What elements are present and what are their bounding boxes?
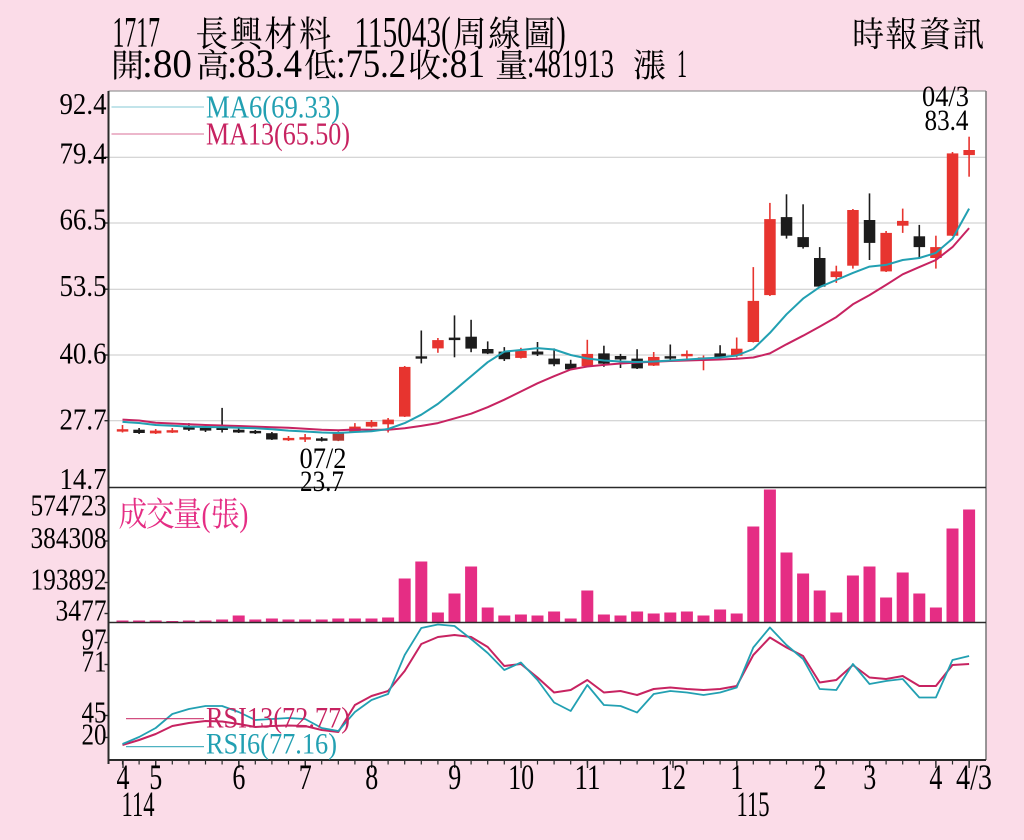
svg-text:7: 7 bbox=[299, 757, 312, 797]
svg-text:3: 3 bbox=[863, 757, 876, 797]
svg-text:45: 45 bbox=[82, 695, 107, 730]
svg-text:2: 2 bbox=[813, 757, 826, 797]
svg-text:115043(: 115043( bbox=[355, 10, 451, 57]
svg-text:MA6(69.33): MA6(69.33) bbox=[206, 89, 340, 125]
svg-text:10: 10 bbox=[508, 757, 534, 797]
svg-text:12: 12 bbox=[660, 757, 686, 797]
svg-text:3477: 3477 bbox=[56, 593, 107, 628]
svg-text:RSI13(72.77): RSI13(72.77) bbox=[206, 702, 350, 735]
svg-text:4: 4 bbox=[117, 757, 130, 797]
svg-text:6: 6 bbox=[232, 757, 245, 797]
svg-text:97: 97 bbox=[82, 622, 107, 657]
svg-text:1717: 1717 bbox=[113, 10, 161, 57]
svg-text:1: 1 bbox=[730, 757, 743, 797]
svg-text:11: 11 bbox=[575, 757, 601, 797]
svg-text:07/2: 07/2 bbox=[300, 442, 347, 475]
svg-text::75.2: :75.2 bbox=[336, 41, 406, 86]
svg-text:114: 114 bbox=[122, 784, 155, 824]
svg-text:9: 9 bbox=[448, 757, 461, 797]
svg-text:574723: 574723 bbox=[31, 488, 107, 523]
svg-text:04/3: 04/3 bbox=[922, 80, 969, 113]
svg-text:115: 115 bbox=[737, 784, 770, 824]
svg-text:8: 8 bbox=[365, 757, 378, 797]
svg-text:71: 71 bbox=[82, 644, 107, 679]
svg-text:RSI6(77.16): RSI6(77.16) bbox=[206, 728, 337, 761]
svg-text:4: 4 bbox=[929, 757, 942, 797]
svg-text:(: ( bbox=[202, 497, 211, 534]
svg-text:53.5: 53.5 bbox=[60, 268, 107, 303]
svg-text:): ) bbox=[556, 10, 566, 57]
svg-text::81: :81 bbox=[440, 41, 485, 86]
svg-text:20: 20 bbox=[82, 717, 107, 752]
svg-text:14.7: 14.7 bbox=[60, 461, 107, 496]
svg-text:4/3: 4/3 bbox=[956, 757, 992, 797]
svg-text:23.7: 23.7 bbox=[300, 465, 344, 498]
svg-text:5: 5 bbox=[149, 757, 162, 797]
svg-text:384308: 384308 bbox=[31, 520, 107, 555]
svg-text:79.4: 79.4 bbox=[60, 136, 107, 171]
svg-text:92.4: 92.4 bbox=[60, 86, 107, 121]
svg-text:66.5: 66.5 bbox=[60, 202, 107, 237]
svg-text:27.7: 27.7 bbox=[60, 402, 107, 437]
svg-text::80: :80 bbox=[142, 41, 192, 86]
svg-text:40.6: 40.6 bbox=[60, 336, 107, 371]
svg-text:): ) bbox=[239, 497, 248, 534]
svg-text::83.4: :83.4 bbox=[227, 41, 302, 86]
svg-text:1: 1 bbox=[677, 41, 687, 86]
svg-text:83.4: 83.4 bbox=[925, 104, 969, 137]
svg-text::481913: :481913 bbox=[527, 41, 614, 86]
svg-text:193892: 193892 bbox=[31, 562, 107, 597]
svg-text:MA13(65.50): MA13(65.50) bbox=[206, 116, 350, 152]
